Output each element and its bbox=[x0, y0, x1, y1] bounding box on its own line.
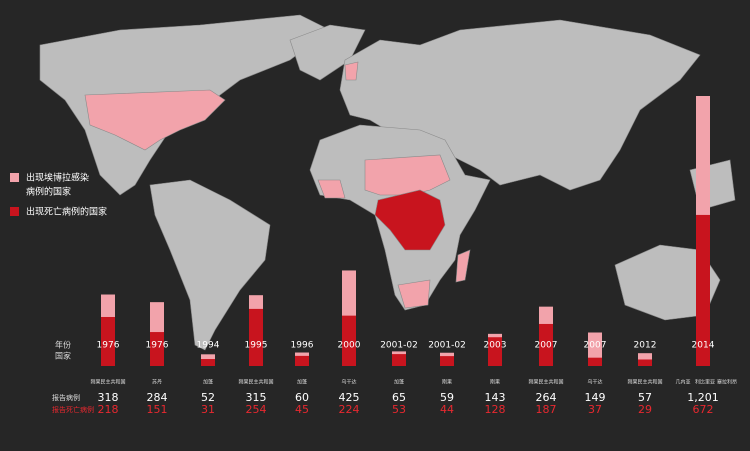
deaths-label: 672 bbox=[693, 403, 714, 416]
bar bbox=[201, 359, 215, 366]
year-label: 1995 bbox=[245, 341, 268, 351]
bar bbox=[150, 332, 164, 366]
year-label: 1976 bbox=[146, 341, 169, 351]
bar bbox=[588, 357, 602, 366]
bar bbox=[638, 359, 652, 366]
bar bbox=[249, 308, 263, 366]
cases-label: 1,201 bbox=[687, 391, 719, 404]
country-label: 加蓬 bbox=[203, 379, 213, 386]
legend-swatch bbox=[10, 207, 19, 216]
deaths-label: 224 bbox=[339, 403, 360, 416]
bar bbox=[392, 354, 406, 366]
country-label: 加蓬 bbox=[297, 379, 307, 386]
deaths-label: 254 bbox=[246, 403, 267, 416]
year-label: 2014 bbox=[692, 341, 715, 351]
bar bbox=[696, 214, 710, 366]
cases-label: 315 bbox=[246, 391, 267, 404]
bar bbox=[295, 355, 309, 366]
row-label: 年份 bbox=[55, 340, 71, 350]
cases-label: 425 bbox=[339, 391, 360, 404]
country-label: 刚果民主共和国 bbox=[90, 379, 125, 386]
bar bbox=[342, 315, 356, 366]
legend-swatch bbox=[10, 173, 19, 182]
year-label: 1996 bbox=[291, 341, 314, 351]
cases-label: 143 bbox=[485, 391, 506, 404]
year-label: 2007 bbox=[535, 341, 558, 351]
country-label: 刚果 bbox=[442, 379, 452, 386]
country-label: 刚果民主共和国 bbox=[627, 379, 662, 386]
cases-label: 57 bbox=[638, 391, 652, 404]
country-label: 塞拉利昂 bbox=[717, 379, 737, 386]
cases-label: 264 bbox=[536, 391, 557, 404]
deaths-label: 151 bbox=[147, 403, 168, 416]
country-label: 加蓬 bbox=[394, 379, 404, 386]
row-label: 报告病例 bbox=[52, 393, 80, 402]
deaths-label: 29 bbox=[638, 403, 652, 416]
country-label: 乌干达 bbox=[341, 379, 356, 386]
cases-label: 65 bbox=[392, 391, 406, 404]
country-label: 苏丹 bbox=[152, 379, 162, 386]
legend-label: 病例的国家 bbox=[26, 186, 71, 198]
bar bbox=[440, 356, 454, 366]
deaths-label: 53 bbox=[392, 403, 406, 416]
cases-label: 318 bbox=[98, 391, 119, 404]
year-label: 1976 bbox=[97, 341, 120, 351]
cases-label: 284 bbox=[147, 391, 168, 404]
country-label: 刚果民主共和国 bbox=[528, 379, 563, 386]
country-label: 刚果民主共和国 bbox=[238, 379, 273, 386]
deaths-label: 128 bbox=[485, 403, 506, 416]
bar bbox=[488, 337, 502, 366]
legend-label: 出现埃博拉感染 bbox=[26, 172, 89, 184]
deaths-label: 187 bbox=[536, 403, 557, 416]
country-label: 乌干达 bbox=[587, 379, 602, 386]
row-label: 报告死亡病例 bbox=[52, 405, 94, 414]
year-label: 2007 bbox=[584, 341, 607, 351]
deaths-label: 44 bbox=[440, 403, 454, 416]
row-label: 国家 bbox=[55, 351, 71, 361]
year-label: 2000 bbox=[338, 341, 361, 351]
world-map bbox=[39, 14, 736, 351]
year-label: 2001-02 bbox=[380, 341, 418, 351]
cases-label: 59 bbox=[440, 391, 454, 404]
deaths-label: 31 bbox=[201, 403, 215, 416]
deaths-label: 218 bbox=[98, 403, 119, 416]
year-label: 2001-02 bbox=[428, 341, 466, 351]
deaths-label: 45 bbox=[295, 403, 309, 416]
cases-label: 60 bbox=[295, 391, 309, 404]
year-label: 2003 bbox=[484, 341, 507, 351]
year-label: 1994 bbox=[197, 341, 220, 351]
bar bbox=[101, 316, 115, 366]
country-label: 几内亚 bbox=[675, 379, 690, 386]
country-label: 刚果 bbox=[490, 379, 500, 386]
country-label: 利比里亚 bbox=[695, 379, 715, 386]
bar bbox=[588, 332, 602, 366]
cases-label: 52 bbox=[201, 391, 215, 404]
bar bbox=[539, 323, 553, 366]
legend-label: 出现死亡病例的国家 bbox=[26, 206, 107, 218]
year-label: 2012 bbox=[634, 341, 657, 351]
cases-label: 149 bbox=[585, 391, 606, 404]
deaths-label: 37 bbox=[588, 403, 602, 416]
